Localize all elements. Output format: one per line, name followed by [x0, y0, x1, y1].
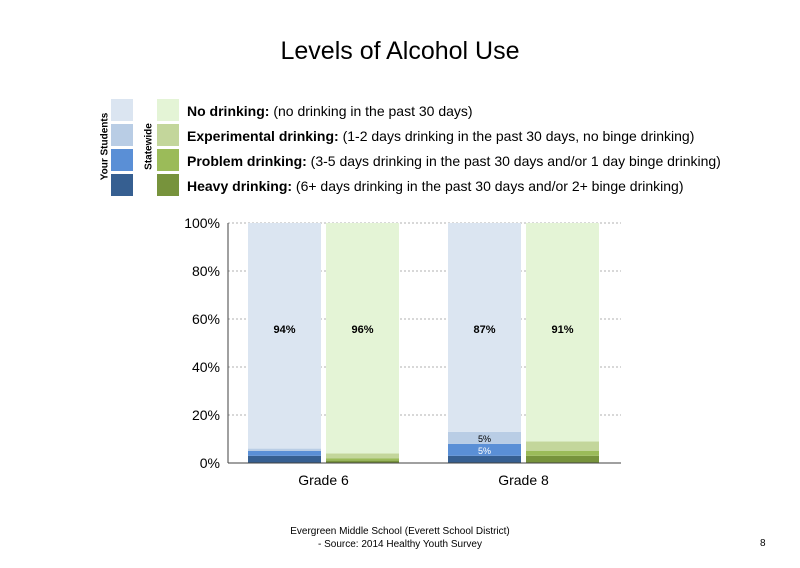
- bar-students-grade6-problem: [248, 451, 321, 456]
- x-category-label: Grade 8: [498, 472, 549, 488]
- data-label: 94%: [273, 324, 295, 336]
- bar-students-grade6-heavy: [248, 455, 321, 463]
- legend-swatch-students-heavy: [111, 174, 133, 196]
- bar-students-grade6-experimental: [248, 448, 321, 451]
- data-label: 91%: [551, 324, 573, 336]
- bar-statewide-grade6-experimental: [326, 453, 399, 459]
- legend-swatch-students-no: [111, 99, 133, 121]
- footer: Evergreen Middle School (Everett School …: [230, 525, 570, 551]
- y-tick-label: 100%: [184, 215, 220, 231]
- legend-entry-heavy-drinking: Heavy drinking: (6+ days drinking in the…: [187, 178, 684, 194]
- chart-title: Levels of Alcohol Use: [280, 38, 520, 65]
- bar-students-grade8-experimental: [448, 431, 521, 444]
- data-label: 96%: [351, 324, 373, 336]
- legend-swatch-students-problem: [111, 149, 133, 171]
- legend-swatch-statewide-no: [157, 99, 179, 121]
- bar-students-grade8-problem: [448, 443, 521, 456]
- bar-statewide-grade6-heavy: [326, 460, 399, 463]
- legend-entry-no-drinking: No drinking: (no drinking in the past 30…: [187, 103, 473, 119]
- bar-statewide-grade6-no: [326, 223, 399, 454]
- page-number: 8: [760, 538, 766, 549]
- x-category-label: Grade 6: [298, 472, 349, 488]
- bar-statewide-grade8-experimental: [526, 441, 599, 451]
- bar-statewide-grade8-heavy: [526, 455, 599, 463]
- legend-swatch-statewide-heavy: [157, 174, 179, 196]
- bar-students-grade8-heavy: [448, 455, 521, 463]
- legend-swatch-students-experimental: [111, 124, 133, 146]
- y-tick-label: 80%: [192, 263, 220, 279]
- bar-statewide-grade6-problem: [326, 458, 399, 461]
- data-label: 87%: [473, 324, 495, 336]
- bar-statewide-grade8-problem: [526, 451, 599, 456]
- legend-entry-problem-drinking: Problem drinking: (3-5 days drinking in …: [187, 153, 721, 169]
- legend-swatch-statewide-problem: [157, 149, 179, 171]
- bar-students-grade6-no: [248, 223, 321, 449]
- y-tick-label: 40%: [192, 359, 220, 375]
- footer-school: Evergreen Middle School (Everett School …: [290, 526, 510, 537]
- legend-swatch-statewide-experimental: [157, 124, 179, 146]
- bar-students-grade8-no: [448, 223, 521, 432]
- footer-source: - Source: 2014 Healthy Youth Survey: [318, 539, 482, 550]
- y-tick-label: 20%: [192, 407, 220, 423]
- y-tick-label: 60%: [192, 311, 220, 327]
- data-label: 5%: [478, 434, 491, 444]
- y-tick-label: 0%: [200, 455, 220, 471]
- bar-statewide-grade8-no: [526, 223, 599, 442]
- legend-entry-experimental-drinking: Experimental drinking: (1-2 days drinkin…: [187, 128, 695, 144]
- data-label: 5%: [478, 446, 491, 456]
